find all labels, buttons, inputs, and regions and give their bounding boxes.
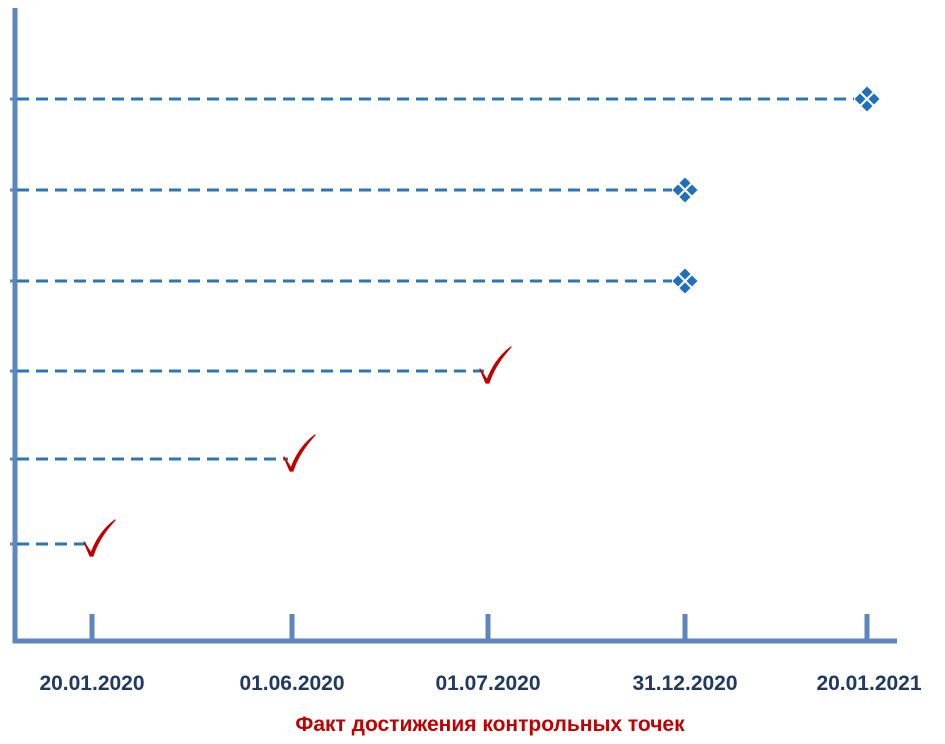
diamond-shape: [854, 93, 866, 105]
x-tick-labels: 20.01.2020 01.06.2020 01.07.2020 31.12.2020…: [39, 672, 921, 695]
four-diamond-icon: [854, 86, 880, 112]
diamond-shape: [679, 191, 691, 203]
diamond-shape: [861, 86, 873, 98]
diamond-shape: [686, 275, 698, 287]
diamond-shape: [672, 275, 684, 287]
x-tick-label: 31.12.2020: [632, 672, 737, 695]
axes: [12, 8, 897, 644]
diamond-shape: [679, 268, 691, 280]
y-ticks: [10, 97, 17, 546]
diamond-shape: [686, 184, 698, 196]
x-axis-caption: Факт достижения контрольных точек: [295, 713, 685, 736]
x-tick-label: 01.07.2020: [435, 672, 540, 695]
check-mark-icon: [479, 346, 512, 384]
check-mark-icon: [283, 434, 316, 472]
x-tick-label: 20.01.2020: [39, 672, 144, 695]
x-tick-label: 01.06.2020: [239, 672, 344, 695]
diamond-shape: [679, 177, 691, 189]
four-diamond-icon: [672, 268, 698, 294]
diamond-shape: [868, 93, 880, 105]
markers: [83, 86, 880, 557]
check-mark-icon: [83, 519, 116, 557]
diamond-shape: [861, 100, 873, 112]
diamond-shape: [672, 184, 684, 196]
diamond-shape: [679, 282, 691, 294]
x-ticks: [89, 614, 870, 641]
leader-lines: [17, 97, 854, 546]
four-diamond-icon: [672, 177, 698, 203]
x-tick-label: 20.01.2021: [816, 672, 921, 695]
